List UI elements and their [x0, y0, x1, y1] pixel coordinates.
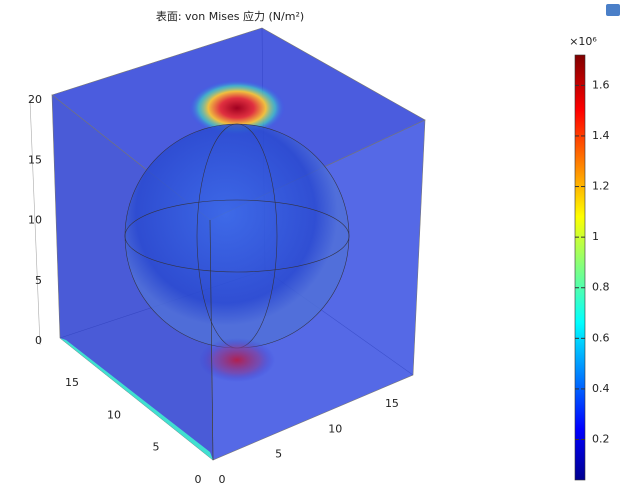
- zticks-label: 15: [28, 153, 42, 166]
- colorbar-tick-label: 0.8: [592, 281, 610, 294]
- colorbar-tick-label: 1.6: [592, 78, 610, 91]
- yticks-label: 15: [65, 376, 79, 389]
- colorbar-multiplier: ×10⁶: [569, 35, 597, 48]
- xticks-label: 5: [275, 448, 282, 461]
- xticks-label: 10: [328, 422, 342, 435]
- colorbar-tick-label: 0.2: [592, 433, 610, 446]
- colorbar-tick-label: 1: [592, 230, 599, 243]
- zticks-label: 10: [28, 214, 42, 227]
- colorbar-tick-label: 0.6: [592, 331, 610, 344]
- colorbar: [574, 54, 586, 481]
- xticks-label: 0: [219, 473, 226, 486]
- colorbar-tick-label: 1.4: [592, 129, 610, 142]
- zticks-label: 0: [35, 334, 42, 347]
- zticks-label: 5: [35, 274, 42, 287]
- colorbar-tick-label: 0.4: [592, 382, 610, 395]
- colorbar-tick-label: 1.2: [592, 180, 610, 193]
- yticks-label: 0: [195, 473, 202, 486]
- cube: [29, 27, 426, 461]
- xticks-label: 15: [385, 397, 399, 410]
- yticks-label: 5: [153, 441, 160, 454]
- zticks-label: 20: [28, 93, 42, 106]
- yticks-label: 10: [107, 408, 121, 421]
- plot-title: 表面: von Mises 应力 (N/m²): [156, 9, 304, 23]
- toolbar-icon[interactable]: [606, 4, 620, 16]
